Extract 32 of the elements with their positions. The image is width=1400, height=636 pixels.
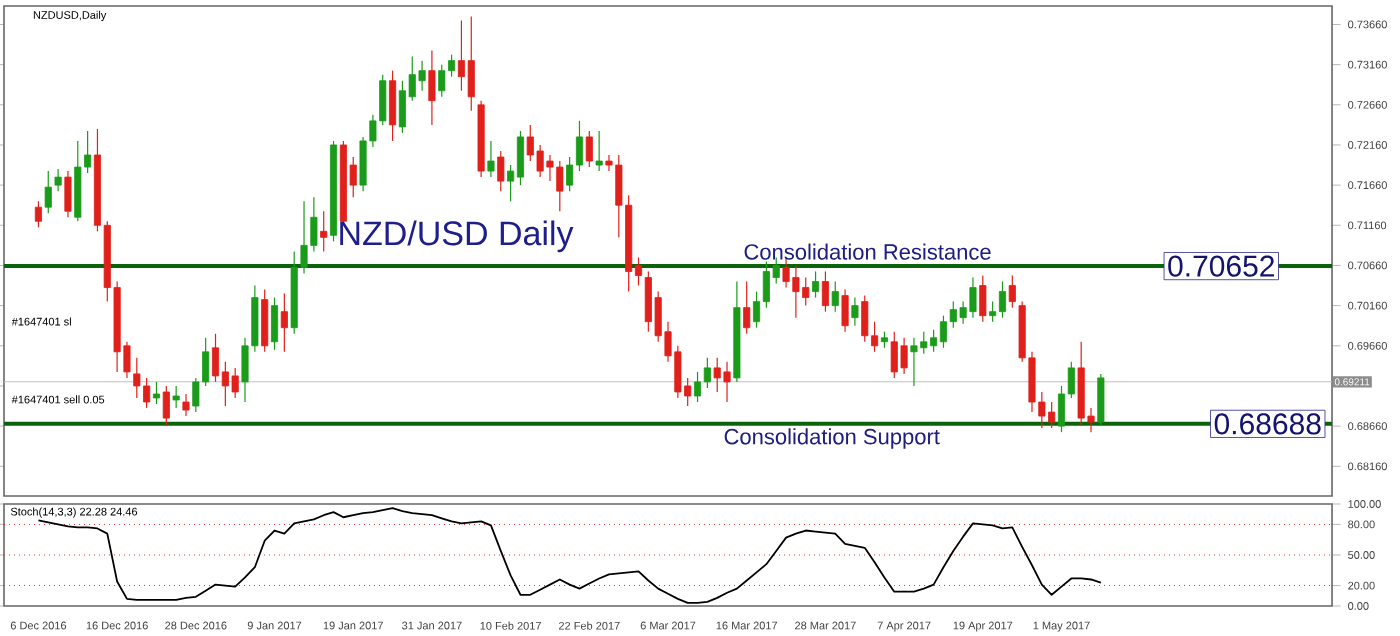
- candlestick: [34, 200, 42, 228]
- candlestick: [1097, 373, 1105, 427]
- candlestick: [280, 292, 288, 353]
- candlestick: [1008, 274, 1016, 309]
- candlestick: [64, 170, 72, 218]
- candlestick: [841, 288, 849, 333]
- ref-line-label: 0.68688: [1214, 413, 1321, 435]
- candlestick: [812, 270, 820, 299]
- candlestick: [54, 168, 62, 192]
- candlestick: [585, 130, 593, 168]
- candlestick: [831, 280, 839, 313]
- candlestick: [821, 270, 829, 313]
- candlestick: [979, 274, 987, 323]
- candlestick: [428, 49, 436, 126]
- candlestick: [182, 393, 190, 417]
- candlestick: [851, 296, 859, 327]
- candlestick: [261, 288, 269, 353]
- candlestick: [270, 296, 279, 351]
- annotation: Consolidation Resistance: [744, 243, 991, 260]
- candlestick: [172, 385, 180, 409]
- candlestick: [487, 140, 495, 178]
- text: NZD/USD Daily: [340, 220, 574, 253]
- ref-line-label: 0.70652: [1168, 255, 1274, 277]
- candlestick: [44, 170, 52, 214]
- candlestick: [595, 130, 603, 172]
- candlestick: [497, 150, 505, 192]
- candlestick: [162, 385, 170, 427]
- candlestick: [152, 381, 161, 405]
- candlestick: [743, 280, 751, 335]
- candlestick: [320, 210, 328, 252]
- annotation: Consolidation Support: [724, 428, 940, 449]
- candlestick: [389, 70, 397, 142]
